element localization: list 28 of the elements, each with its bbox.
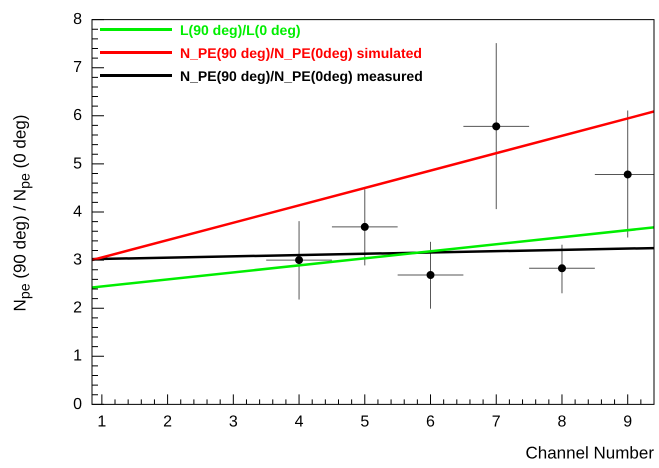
x-tick-label: 3 xyxy=(228,413,238,430)
text: N_PE(90 deg)/N_PE(0deg) simulated xyxy=(180,44,422,60)
x-tick-label: 4 xyxy=(294,413,304,430)
y-tick-label: 4 xyxy=(73,203,82,220)
point xyxy=(295,256,304,264)
y-tick-label: 2 xyxy=(73,300,82,317)
x-tick-label: 6 xyxy=(426,413,436,430)
x-tick-label: 8 xyxy=(558,413,567,430)
y-tick-label: 3 xyxy=(73,252,82,269)
y-tick-label: 5 xyxy=(73,155,82,172)
point xyxy=(426,271,435,280)
y-tick-label: 8 xyxy=(73,11,82,28)
text: N_PE(90 deg)/N_PE(0deg) measured xyxy=(180,68,423,84)
y-tick-label: 1 xyxy=(73,348,82,365)
x-tick-label: 5 xyxy=(360,413,370,430)
point xyxy=(360,222,369,231)
text: L(90 deg)/L(0 deg) xyxy=(180,22,301,38)
x-tick-label: 7 xyxy=(492,413,501,430)
point xyxy=(558,264,566,272)
x-tick-label: 1 xyxy=(97,413,106,430)
x-tick-label: 2 xyxy=(163,413,172,430)
y-tick-label: 7 xyxy=(73,59,82,76)
y-tick-label: 0 xyxy=(73,396,82,413)
x-tick-label: 9 xyxy=(623,413,632,430)
point xyxy=(492,122,500,130)
y-tick-label: 6 xyxy=(73,107,82,124)
x-axis-title: Channel Number xyxy=(525,443,654,462)
point xyxy=(624,170,632,178)
